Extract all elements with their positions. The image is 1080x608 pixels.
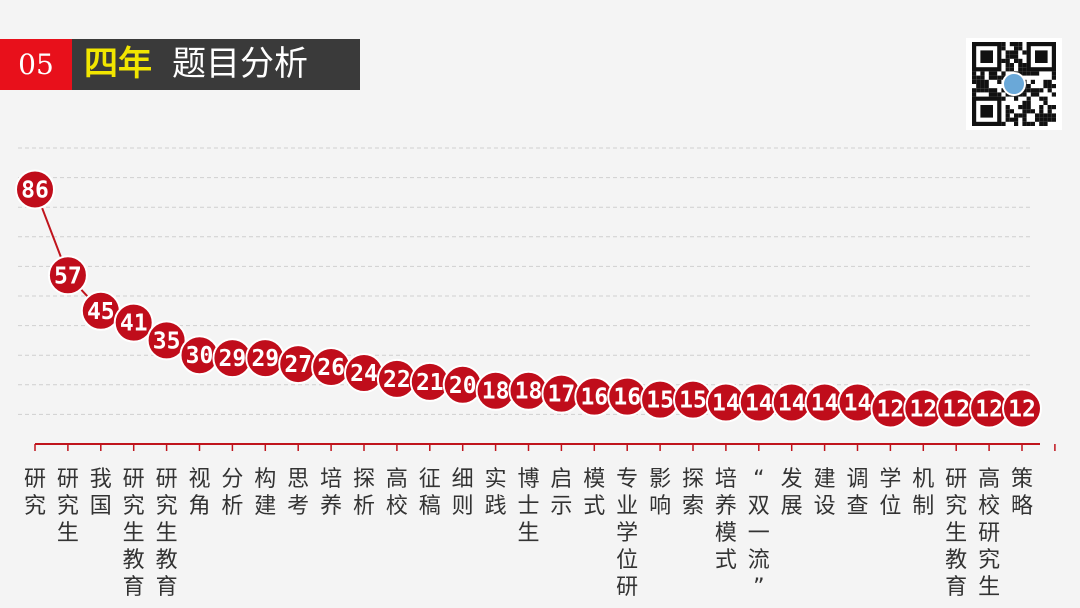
data-label: 26 (317, 355, 345, 381)
x-tick-label: 启示 (550, 467, 573, 519)
data-label: 18 (515, 379, 543, 405)
data-label: 12 (1008, 396, 1036, 422)
chart-gridlines (18, 147, 1030, 415)
data-label: 30 (186, 343, 214, 369)
title-bar (72, 39, 360, 90)
data-label: 21 (416, 370, 444, 396)
data-label: 14 (712, 391, 740, 417)
x-tick-label: “双一流” (747, 467, 770, 600)
data-point (1002, 388, 1042, 429)
x-tick-label: 学位 (879, 467, 902, 519)
x-tick-label: 我国 (89, 467, 112, 519)
x-tick-label: 探索 (681, 467, 704, 519)
data-label: 86 (21, 177, 49, 203)
x-tick-label: 征稿 (418, 467, 441, 519)
x-tick-label: 发展 (780, 467, 803, 519)
data-point (47, 255, 88, 296)
data-label: 41 (120, 311, 148, 337)
x-tick-label: 探析 (352, 467, 375, 519)
x-tick-label: 细则 (451, 467, 474, 519)
x-tick-label: 构建 (254, 467, 277, 519)
x-tick-label: 思考 (287, 467, 310, 519)
x-tick-label: 策略 (1010, 467, 1033, 519)
data-label: 12 (942, 396, 970, 422)
x-tick-label: 专业学位研 (616, 467, 639, 600)
data-label: 24 (350, 361, 378, 387)
x-tick-label: 研究 (23, 467, 46, 519)
x-axis (34, 443, 1056, 451)
x-tick-label: 培养 (320, 467, 343, 519)
data-point (113, 302, 154, 343)
x-tick-label: 研究生教育 (155, 467, 178, 600)
x-tick-label: 视角 (188, 467, 211, 519)
x-tick-label: 研究生教育 (945, 467, 968, 600)
x-tick-label: 博士生 (517, 467, 540, 546)
data-label: 16 (580, 385, 608, 411)
data-label: 29 (219, 346, 247, 372)
x-tick-label: 研究生 (56, 467, 79, 546)
x-tick-label: 高校研究生 (978, 467, 1001, 600)
data-label: 57 (54, 263, 82, 289)
title-highlight: 四年 (84, 44, 152, 84)
title-text: 题目分析 (172, 44, 308, 84)
x-tick-label: 实践 (484, 467, 507, 519)
x-tick-label: 调查 (846, 467, 869, 519)
data-label: 14 (811, 391, 839, 417)
x-tick-label: 高校 (385, 467, 408, 519)
x-tick-label: 模式 (583, 467, 606, 519)
data-label: 18 (482, 379, 510, 405)
data-label: 15 (646, 388, 674, 414)
data-label: 12 (975, 396, 1003, 422)
data-label: 17 (548, 382, 576, 408)
data-label: 14 (778, 391, 806, 417)
section-number: 05 (0, 39, 72, 90)
data-label: 16 (613, 385, 641, 411)
data-label: 35 (153, 328, 181, 354)
data-label: 29 (251, 346, 279, 372)
data-label: 14 (844, 391, 872, 417)
data-point (146, 320, 187, 361)
data-label: 15 (679, 388, 707, 414)
data-label: 12 (877, 396, 905, 422)
data-label: 20 (449, 373, 477, 399)
x-tick-label: 培养模式 (714, 467, 737, 573)
x-tick-label: 研究生教育 (122, 467, 145, 600)
x-tick-label: 分析 (221, 467, 244, 519)
data-label: 14 (745, 391, 773, 417)
x-tick-label: 机制 (912, 467, 935, 519)
qr-code-icon (966, 38, 1062, 130)
data-label: 45 (87, 299, 115, 325)
data-label: 27 (284, 352, 312, 378)
data-label: 22 (383, 367, 411, 393)
data-point (15, 169, 55, 210)
section-header: 05 四年 题目分析 (0, 39, 360, 90)
x-tick-label: 影响 (649, 467, 672, 519)
x-tick-label: 建设 (813, 467, 836, 519)
data-label: 12 (909, 396, 937, 422)
